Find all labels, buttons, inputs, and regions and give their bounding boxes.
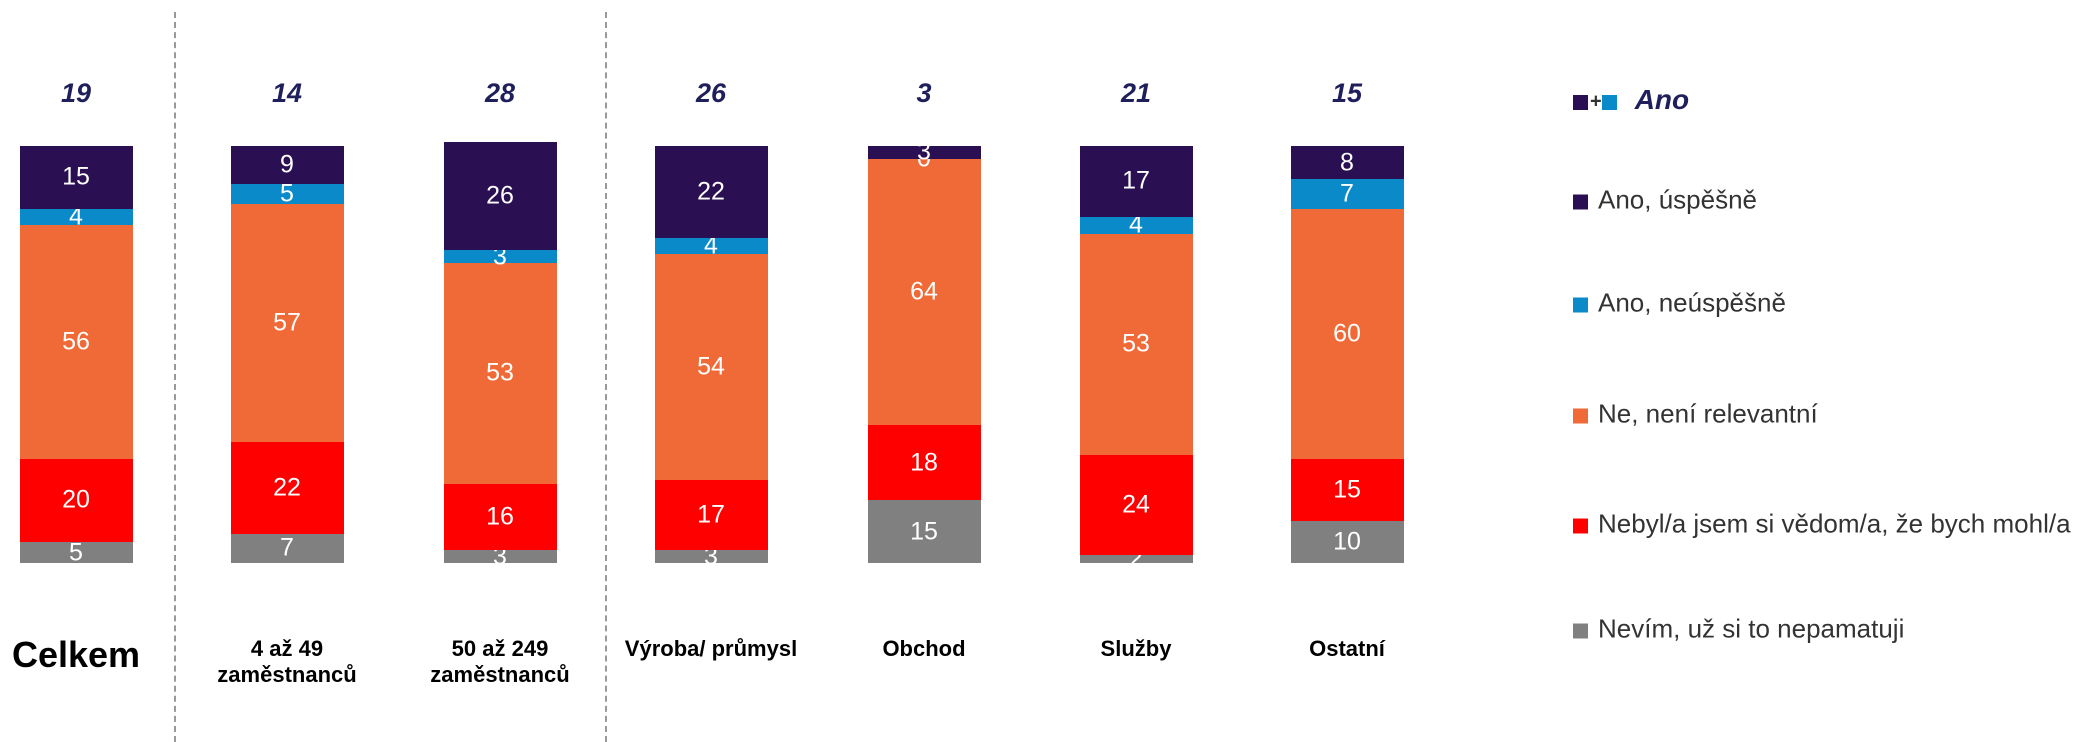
- bar-segment: 22: [230, 442, 344, 534]
- data-label: 20: [62, 485, 90, 514]
- data-label: 4: [1129, 210, 1143, 239]
- total-label: 3: [916, 78, 932, 108]
- data-label: 18: [910, 448, 938, 477]
- data-label: 16: [486, 502, 514, 531]
- total-label: 26: [695, 78, 727, 108]
- data-label: 64: [910, 277, 938, 306]
- bar-segment: 17: [654, 479, 768, 551]
- bar-segment: 9: [230, 146, 344, 184]
- bar-segment: 54: [654, 254, 768, 480]
- category-label: Služby: [1100, 636, 1172, 661]
- data-label: 3: [917, 137, 931, 166]
- data-label: 24: [1122, 490, 1150, 519]
- data-label: 54: [697, 352, 725, 381]
- legend-swatch: [1573, 408, 1588, 424]
- bar-segment: 57: [230, 204, 344, 443]
- divider: [174, 12, 176, 742]
- legend-label: Ano: [1634, 84, 1690, 115]
- data-label: 7: [280, 533, 294, 562]
- data-label: 22: [273, 473, 301, 502]
- bar-segment: 15: [19, 146, 133, 209]
- data-label: 4: [69, 202, 83, 231]
- legend-label: Nevím, už si to nepamatuji: [1598, 613, 1905, 644]
- legend-swatch: [1573, 518, 1588, 534]
- data-label: 60: [1333, 319, 1361, 348]
- bar-segment: 20: [19, 458, 133, 543]
- bar-segment: 15: [1290, 458, 1404, 522]
- data-label: 8: [1340, 148, 1354, 177]
- bar-segment: 8: [1290, 146, 1404, 180]
- data-label: 53: [486, 358, 514, 387]
- data-label: 17: [697, 500, 725, 529]
- data-label: 15: [1333, 475, 1361, 504]
- data-label: 17: [1122, 166, 1150, 195]
- data-label: 26: [486, 181, 514, 210]
- legend-swatch: [1573, 297, 1588, 313]
- legend-item: Ano, úspěšně: [1573, 185, 1757, 216]
- data-label: 10: [1333, 527, 1361, 556]
- bar-segment: 10: [1290, 521, 1404, 563]
- data-label: 15: [62, 162, 90, 191]
- total-label: 15: [1331, 78, 1363, 108]
- legend-item: Nebyl/a jsem si vědom/a, že bych mohl/a: [1573, 509, 2071, 540]
- data-label: 7: [1340, 179, 1354, 208]
- total-label: 21: [1120, 78, 1152, 108]
- bar-segment: 4: [1079, 211, 1193, 239]
- data-label: 53: [1122, 329, 1150, 358]
- category-label: Výroba/ průmysl: [624, 636, 798, 661]
- category-label: Ostatní: [1309, 636, 1385, 661]
- legend-item: Ne, není relevantní: [1573, 399, 1818, 430]
- bar-segment: 15: [867, 500, 981, 563]
- legend-label: Nebyl/a jsem si vědom/a, že bych mohl/a: [1598, 508, 2071, 539]
- bar-segment: 3: [867, 138, 981, 166]
- data-label: 4: [704, 231, 718, 260]
- bar-segment: 53: [443, 262, 557, 484]
- bar-segment: 56: [19, 225, 133, 459]
- legend-item: + Ano: [1573, 84, 1689, 116]
- bar-segment: 18: [867, 425, 981, 501]
- legend-label: Ano, úspěšně: [1598, 184, 1758, 215]
- legend-label: Ne, není relevantní: [1598, 398, 1818, 429]
- bar-segment: 5: [19, 538, 133, 566]
- legend-swatch: [1573, 623, 1588, 639]
- divider: [605, 12, 607, 742]
- legend-swatch: [1573, 194, 1588, 210]
- bar-segment: 17: [1079, 146, 1193, 217]
- data-label: 5: [69, 538, 83, 567]
- bar-segment: 60: [1290, 208, 1404, 459]
- bar-segment: 53: [1079, 233, 1193, 455]
- category-label: Celkem: [11, 634, 141, 675]
- data-label: 56: [62, 327, 90, 356]
- bar-segment: 64: [867, 158, 981, 426]
- bar-segment: 4: [19, 202, 133, 230]
- data-label: 5: [280, 179, 294, 208]
- data-label: 15: [910, 517, 938, 546]
- legend-item: Ano, neúspěšně: [1573, 288, 1786, 319]
- bar-segment: 7: [230, 533, 344, 563]
- total-label: 19: [60, 78, 92, 108]
- category-label: Obchod: [882, 636, 966, 661]
- bar-segment: 3: [443, 242, 557, 270]
- data-label: 22: [697, 177, 725, 206]
- total-label: 28: [484, 78, 516, 108]
- data-label: 57: [273, 308, 301, 337]
- bar-segment: 24: [1079, 454, 1193, 555]
- bar-segment: 3: [443, 542, 557, 570]
- category-label: 4 až 49 zaměstnanců: [217, 636, 357, 687]
- bar-segment: 16: [443, 483, 557, 551]
- bar-segment: 3: [654, 542, 768, 570]
- data-label: 9: [280, 150, 294, 179]
- bar-segment: 5: [230, 179, 344, 207]
- bar-segment: 7: [1290, 179, 1404, 209]
- bar-segment: 2: [1079, 544, 1193, 572]
- bar-segment: 22: [654, 146, 768, 238]
- bar-segment: 4: [654, 232, 768, 260]
- legend-label: Ano, neúspěšně: [1598, 287, 1786, 318]
- total-label: 14: [271, 78, 303, 108]
- category-label: 50 až 249 zaměstnanců: [430, 636, 570, 687]
- legend-item: Nevím, už si to nepamatuji: [1573, 614, 1904, 645]
- bar-segment: 26: [443, 141, 557, 251]
